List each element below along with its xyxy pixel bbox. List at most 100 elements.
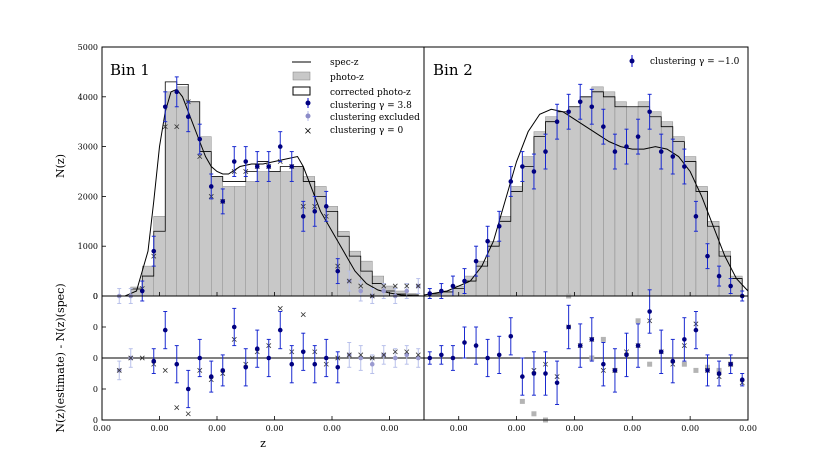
b1top-clustering-gamma-3-8-point bbox=[185, 114, 191, 120]
b1res-clustering-gamma-0-point bbox=[346, 352, 352, 358]
b2res-clustering-gamma-minus-1-point bbox=[658, 349, 664, 355]
b2res-clustering-excluded-point bbox=[647, 361, 653, 367]
b2top-clustering-gamma-minus-1-point bbox=[543, 149, 548, 154]
b1top-clustering-gamma-0-point bbox=[392, 283, 398, 289]
x-tick-label: 0.00 bbox=[381, 424, 399, 433]
b1res-clustering-gamma-0-point bbox=[277, 305, 283, 311]
x-tick-label: 0.00 bbox=[151, 424, 169, 433]
b2top-clustering-gamma-minus-1-point bbox=[577, 99, 583, 105]
b2res-clustering-gamma-minus-1-point bbox=[450, 355, 456, 361]
y-tick-label-top: 4000 bbox=[78, 93, 98, 102]
b2res-clustering-gamma-minus-1-point bbox=[739, 377, 745, 383]
b1top-photo-z-bar bbox=[245, 181, 258, 297]
bin1-label: Bin 1 bbox=[110, 61, 150, 79]
b1res-clustering-gamma-3-8-point bbox=[243, 365, 249, 370]
y-tick-label-top: 1000 bbox=[78, 242, 98, 251]
b2top-photo-z-bar bbox=[603, 91, 616, 297]
legend-bin2: clustering γ = −1.0 bbox=[629, 55, 740, 67]
b1top-photo-z-bar bbox=[326, 206, 338, 297]
b2res-clustering-gamma-minus-1-point bbox=[520, 374, 525, 379]
b1res-clustering-gamma-3-8-point bbox=[289, 361, 295, 367]
b2top-clustering-gamma-minus-1-point bbox=[496, 223, 502, 229]
b1top-photo-z-bar bbox=[165, 91, 177, 297]
b2top-photo-z-bar bbox=[614, 101, 627, 297]
x-tick-label: 0.00 bbox=[739, 424, 757, 433]
x-tick-label: 0.00 bbox=[508, 424, 526, 433]
b1res-clustering-gamma-0-point bbox=[415, 352, 421, 358]
b2top-photo-z-bar bbox=[649, 111, 662, 297]
b2top-clustering-gamma-minus-1-point bbox=[693, 214, 699, 219]
b1top-clustering-gamma-3-8-point bbox=[162, 104, 168, 110]
b1res-clustering-gamma-0-point bbox=[358, 352, 364, 358]
b2top-photo-z-bar bbox=[672, 136, 685, 297]
b1top-clustering-gamma-3-8-point bbox=[231, 159, 237, 164]
b1top-clustering-gamma-0-point bbox=[162, 124, 168, 130]
b1top-clustering-gamma-3-8-point bbox=[208, 184, 214, 189]
b2top-clustering-gamma-minus-1-point bbox=[705, 253, 710, 259]
b2res-clustering-gamma-minus-1-point bbox=[624, 352, 629, 358]
b2top-clustering-gamma-minus-1-point bbox=[566, 109, 571, 115]
legend-corrected-photo-z: corrected photo-z bbox=[330, 88, 411, 98]
y-tick-label-top: 0 bbox=[93, 292, 98, 301]
b2top-clustering-gamma-minus-1-point bbox=[450, 283, 456, 289]
b1res-clustering-gamma-0-point bbox=[139, 355, 145, 361]
b2res-clustering-gamma-minus-1-point bbox=[508, 334, 514, 339]
b1top-clustering-gamma-3-8-point bbox=[300, 214, 306, 219]
b2top-clustering-gamma-minus-1-point bbox=[473, 258, 479, 264]
legend-photo-z: photo-z bbox=[330, 73, 364, 83]
b1res-clustering-gamma-0-point bbox=[128, 355, 134, 361]
b2res-clustering-gamma-minus-1-point bbox=[473, 343, 479, 348]
b2res-clustering-excluded-point bbox=[531, 411, 537, 417]
x-tick-label: 0.00 bbox=[623, 424, 641, 433]
b1res-clustering-gamma-3-8-point bbox=[174, 361, 180, 367]
b1res-clustering-excluded-point bbox=[415, 355, 421, 361]
b2top-clustering-gamma-minus-1-point bbox=[589, 104, 595, 110]
b1top-photo-z-bar bbox=[257, 171, 269, 297]
b2res-clustering-gamma-minus-1-point bbox=[728, 361, 733, 367]
b1top-clustering-gamma-3-8-point bbox=[151, 248, 157, 254]
b2top-photo-z-bar bbox=[522, 156, 535, 297]
b2top-photo-z-bar bbox=[707, 221, 720, 297]
b2res-clustering-gamma-minus-1-point bbox=[439, 352, 444, 358]
b2top-photo-z-bar bbox=[545, 116, 558, 297]
b1res-clustering-excluded-point bbox=[369, 361, 375, 367]
legend-clustering-excluded: clustering excluded bbox=[330, 113, 420, 123]
b1top-photo-z-bar bbox=[372, 275, 384, 297]
b2res-clustering-gamma-minus-1-point bbox=[682, 337, 687, 342]
b1top-clustering-excluded-point bbox=[381, 288, 387, 294]
b1res-clustering-gamma-0-point bbox=[300, 312, 306, 318]
b1top-photo-z-bar bbox=[314, 186, 327, 297]
b2top-clustering-gamma-minus-1-point bbox=[682, 164, 687, 169]
b2res-clustering-gamma-minus-1-point bbox=[566, 324, 571, 330]
b2top-photo-z-bar bbox=[591, 86, 604, 297]
x-tick-label: 0.00 bbox=[93, 424, 111, 433]
b1top-photo-z-bar bbox=[337, 231, 350, 297]
b1top-clustering-gamma-3-8-point bbox=[197, 136, 203, 142]
b2top-photo-z-bar bbox=[498, 216, 512, 297]
b1top-clustering-gamma-0-point bbox=[346, 278, 352, 284]
b2top-clustering-gamma-minus-1-point bbox=[635, 134, 641, 139]
b2res-clustering-gamma-minus-1-point bbox=[705, 368, 710, 373]
b1top-clustering-gamma-0-point bbox=[358, 283, 364, 289]
b2res-clustering-gamma-minus-1-point bbox=[496, 352, 502, 358]
b1top-clustering-gamma-3-8-point bbox=[277, 144, 283, 149]
legend-spec-z: spec-z bbox=[330, 58, 359, 68]
y-axis-label-bottom: N(z)(estimate) - N(z)(spec) bbox=[54, 283, 67, 432]
y-tick-label-residual: 0 bbox=[93, 323, 98, 332]
b2res-clustering-excluded-point bbox=[693, 367, 699, 373]
legend-clustering-gamma-0: clustering γ = 0 bbox=[330, 126, 404, 136]
x-axis-label: z bbox=[260, 437, 266, 450]
b1res-clustering-gamma-3-8-point bbox=[323, 355, 329, 361]
histogram-bars bbox=[130, 81, 743, 297]
b2top-photo-z-bar bbox=[695, 186, 708, 297]
b2res-clustering-excluded-point bbox=[635, 318, 641, 324]
b1res-clustering-gamma-3-8-point bbox=[220, 368, 226, 373]
b2top-photo-z-bar bbox=[533, 131, 546, 297]
b1res-clustering-gamma-3-8-point bbox=[162, 327, 168, 333]
b2top-clustering-gamma-minus-1-point bbox=[647, 109, 652, 115]
legend-clustering-gamma-minus-1: clustering γ = −1.0 bbox=[650, 57, 740, 67]
b1res-clustering-gamma-0-point bbox=[381, 352, 387, 358]
b2top-photo-z-bar bbox=[637, 101, 650, 297]
